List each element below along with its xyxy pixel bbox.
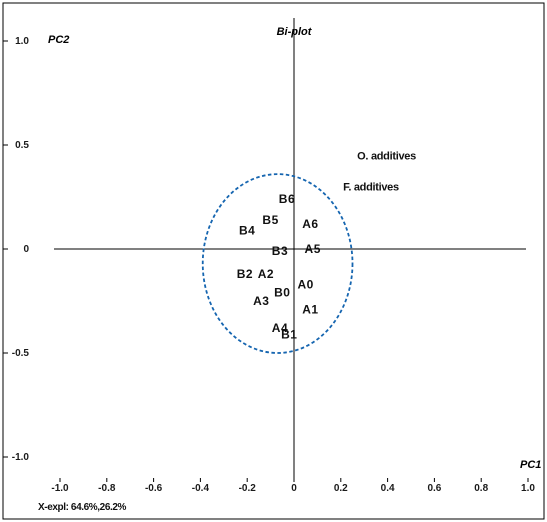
x-tick-label: 0.6 xyxy=(427,483,441,494)
chart-title: Bi-plot xyxy=(277,26,313,38)
variable-loading-label: O. additives xyxy=(357,150,416,162)
x-tick-label: -0.4 xyxy=(192,483,210,494)
sample-point-label: B4 xyxy=(239,223,255,237)
x-tick-label: 0.2 xyxy=(334,483,348,494)
explained-variance-label: X-expl: 64.6%,26.2% xyxy=(38,502,127,513)
sample-point-label: B6 xyxy=(279,192,295,206)
sample-point-label: A2 xyxy=(258,267,274,281)
x-tick-label: 0 xyxy=(291,483,297,494)
x-tick-label: 1.0 xyxy=(521,483,535,494)
sample-point-label: A3 xyxy=(253,294,269,308)
sample-point-label: B0 xyxy=(274,286,290,300)
x-tick-label: -0.8 xyxy=(98,483,116,494)
y-tick-label: 1.0 xyxy=(15,36,29,47)
cluster-ellipse xyxy=(201,173,354,354)
y-tick-label: 0.5 xyxy=(15,140,29,151)
x-tick-label: -0.2 xyxy=(239,483,257,494)
sample-point-label: A6 xyxy=(302,217,318,231)
x-tick-label: -1.0 xyxy=(51,483,69,494)
x-axis-title: PC1 xyxy=(520,459,541,471)
sample-point-label: A1 xyxy=(302,302,318,316)
sample-point-label: B2 xyxy=(237,267,253,281)
sample-point-label: B5 xyxy=(262,213,278,227)
sample-point-label: A5 xyxy=(305,242,321,256)
x-tick-label: 0.4 xyxy=(381,483,395,494)
variable-loading-label: F. additives xyxy=(343,182,399,194)
y-axis-title: PC2 xyxy=(48,34,69,46)
sample-point-label: B3 xyxy=(272,244,288,258)
sample-point-label: B1 xyxy=(281,327,297,341)
sample-point-label: A0 xyxy=(298,277,314,291)
x-tick-label: 0.8 xyxy=(474,483,488,494)
x-tick-label: -0.6 xyxy=(145,483,163,494)
y-tick-label: -1.0 xyxy=(12,452,30,463)
y-tick-label: 0 xyxy=(23,244,29,255)
y-tick-label: -0.5 xyxy=(12,348,30,359)
sample-point-label: A4 xyxy=(272,321,288,335)
